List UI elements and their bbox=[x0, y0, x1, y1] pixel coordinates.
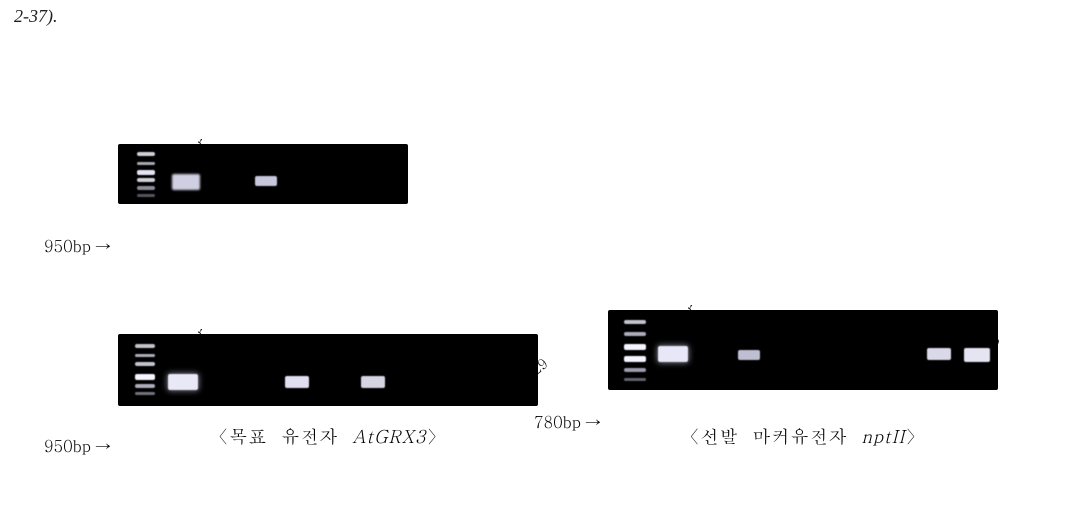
dna-band bbox=[658, 346, 688, 362]
ladder-band bbox=[624, 320, 646, 324]
right-arrow-icon: → bbox=[95, 234, 111, 257]
gel-panel-atgrx3-bottom: 100 bp ladderPlasmidWild-typePX022PX023P… bbox=[118, 270, 538, 406]
fragment-reference: 2-37). bbox=[14, 6, 58, 27]
ladder-band bbox=[137, 162, 155, 165]
caption-nptII: 〈선발 마커유전자 nptII〉 bbox=[608, 424, 998, 449]
dna-band bbox=[255, 176, 277, 186]
ladder-band bbox=[624, 356, 646, 362]
gel-image bbox=[118, 334, 538, 406]
right-arrow-icon: → bbox=[95, 434, 111, 457]
dna-band bbox=[964, 348, 990, 362]
dna-band bbox=[738, 350, 760, 360]
gel-image bbox=[118, 144, 408, 204]
dna-smear bbox=[172, 174, 200, 190]
ladder-band bbox=[137, 152, 155, 156]
size-text: 950bp bbox=[44, 434, 91, 457]
gel-wrap: 100 bp ladderPlasmidWild-typePX022PX023P… bbox=[118, 334, 538, 406]
dna-band bbox=[361, 376, 385, 388]
ladder-band bbox=[135, 362, 155, 366]
ladder-band bbox=[135, 374, 155, 380]
gel-wrap: 100 bp ladderPlasmidWild-typePX003PX004P… bbox=[608, 310, 998, 390]
ladder-band bbox=[137, 186, 155, 190]
ladder-band bbox=[135, 392, 155, 395]
ladder-band bbox=[624, 378, 646, 381]
size-marker-label: 950bp → bbox=[44, 434, 115, 457]
gel-image bbox=[608, 310, 998, 390]
ladder-band bbox=[135, 384, 155, 388]
size-text: 950bp bbox=[44, 234, 91, 257]
caption-atgrx3: 〈목표 유전자 AtGRX3〉 bbox=[118, 424, 538, 449]
dna-band bbox=[927, 348, 951, 360]
ladder-band bbox=[137, 170, 155, 175]
caption-text: 〈목표 유전자 AtGRX3〉 bbox=[210, 424, 445, 449]
right-arrow-icon: → bbox=[585, 410, 601, 433]
ladder-band bbox=[624, 368, 646, 372]
ladder-band bbox=[135, 354, 155, 357]
dna-band bbox=[285, 376, 309, 388]
size-text: 780bp bbox=[534, 410, 581, 433]
ladder-band bbox=[624, 344, 646, 350]
ladder-band bbox=[137, 194, 155, 197]
gel-panel-nptII: 100 bp ladderPlasmidWild-typePX003PX004P… bbox=[608, 246, 998, 390]
ladder-band bbox=[624, 332, 646, 336]
gel-panel-atgrx3-top: 100 bp ladderPlasmidWild-typePX003PX004P… bbox=[118, 80, 408, 204]
size-marker-label: 780bp → bbox=[534, 410, 605, 433]
caption-text: 〈선발 마커유전자 nptII〉 bbox=[682, 424, 925, 449]
gel-wrap: 100 bp ladderPlasmidWild-typePX003PX004P… bbox=[118, 144, 408, 204]
dna-band bbox=[168, 374, 198, 390]
size-marker-label: 950bp → bbox=[44, 234, 115, 257]
ladder-band bbox=[137, 178, 155, 182]
ladder-band bbox=[135, 344, 155, 348]
